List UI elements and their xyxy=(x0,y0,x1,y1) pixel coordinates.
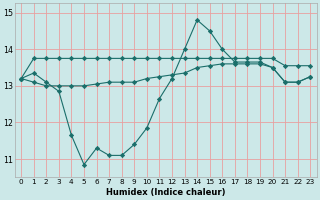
X-axis label: Humidex (Indice chaleur): Humidex (Indice chaleur) xyxy=(106,188,226,197)
